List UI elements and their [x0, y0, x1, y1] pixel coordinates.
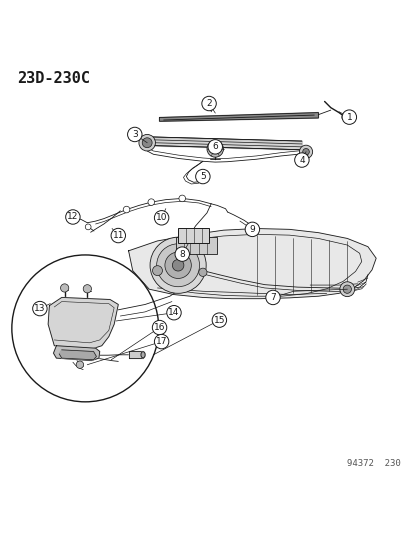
- Text: 14: 14: [168, 308, 179, 317]
- Circle shape: [195, 169, 209, 184]
- Text: 3: 3: [132, 130, 138, 139]
- Circle shape: [147, 199, 154, 205]
- Circle shape: [166, 305, 181, 320]
- Polygon shape: [128, 229, 375, 298]
- Circle shape: [154, 211, 169, 225]
- Circle shape: [164, 252, 191, 278]
- Circle shape: [156, 244, 199, 287]
- Circle shape: [139, 134, 155, 151]
- Circle shape: [33, 301, 47, 316]
- Circle shape: [342, 285, 351, 293]
- Circle shape: [178, 195, 185, 201]
- Circle shape: [154, 334, 169, 349]
- Ellipse shape: [141, 352, 145, 358]
- Circle shape: [152, 265, 162, 276]
- Circle shape: [12, 255, 158, 402]
- Circle shape: [83, 285, 91, 293]
- Text: 23D-230C: 23D-230C: [17, 71, 90, 86]
- Text: 9: 9: [249, 225, 255, 234]
- Text: 15: 15: [213, 316, 225, 325]
- Circle shape: [294, 153, 309, 167]
- Circle shape: [66, 210, 80, 224]
- Circle shape: [111, 228, 125, 243]
- Polygon shape: [159, 112, 318, 122]
- Text: 1: 1: [346, 112, 351, 122]
- Circle shape: [299, 145, 312, 158]
- Circle shape: [244, 222, 259, 237]
- Text: 8: 8: [179, 249, 185, 259]
- Text: 12: 12: [67, 213, 78, 222]
- Circle shape: [206, 141, 223, 157]
- Polygon shape: [48, 297, 118, 349]
- Text: 13: 13: [34, 304, 45, 313]
- Circle shape: [302, 149, 309, 155]
- Circle shape: [76, 361, 83, 368]
- Text: 17: 17: [155, 337, 167, 346]
- Text: 16: 16: [153, 323, 165, 332]
- Bar: [67, 214, 76, 220]
- Circle shape: [341, 110, 356, 124]
- Polygon shape: [59, 350, 96, 360]
- Circle shape: [202, 96, 216, 111]
- Circle shape: [211, 145, 219, 153]
- Circle shape: [211, 313, 226, 327]
- Polygon shape: [128, 351, 143, 358]
- Text: 11: 11: [112, 231, 124, 240]
- Text: 7: 7: [270, 293, 275, 302]
- Circle shape: [142, 138, 152, 148]
- Text: 94372  230: 94372 230: [347, 459, 400, 468]
- Circle shape: [207, 140, 222, 154]
- Circle shape: [265, 290, 280, 305]
- Circle shape: [175, 247, 189, 261]
- Bar: [178, 228, 209, 244]
- Circle shape: [127, 127, 142, 142]
- Polygon shape: [53, 346, 100, 361]
- Text: 10: 10: [155, 213, 167, 222]
- Circle shape: [339, 282, 354, 297]
- Circle shape: [60, 284, 69, 292]
- Bar: [176, 237, 217, 254]
- Text: 5: 5: [199, 172, 205, 181]
- Circle shape: [123, 206, 130, 213]
- Text: 4: 4: [298, 156, 304, 165]
- Circle shape: [152, 320, 166, 335]
- Circle shape: [85, 224, 91, 230]
- Circle shape: [150, 237, 206, 293]
- Circle shape: [198, 268, 206, 277]
- Text: 6: 6: [212, 142, 218, 151]
- Circle shape: [172, 260, 183, 271]
- Text: 2: 2: [206, 99, 211, 108]
